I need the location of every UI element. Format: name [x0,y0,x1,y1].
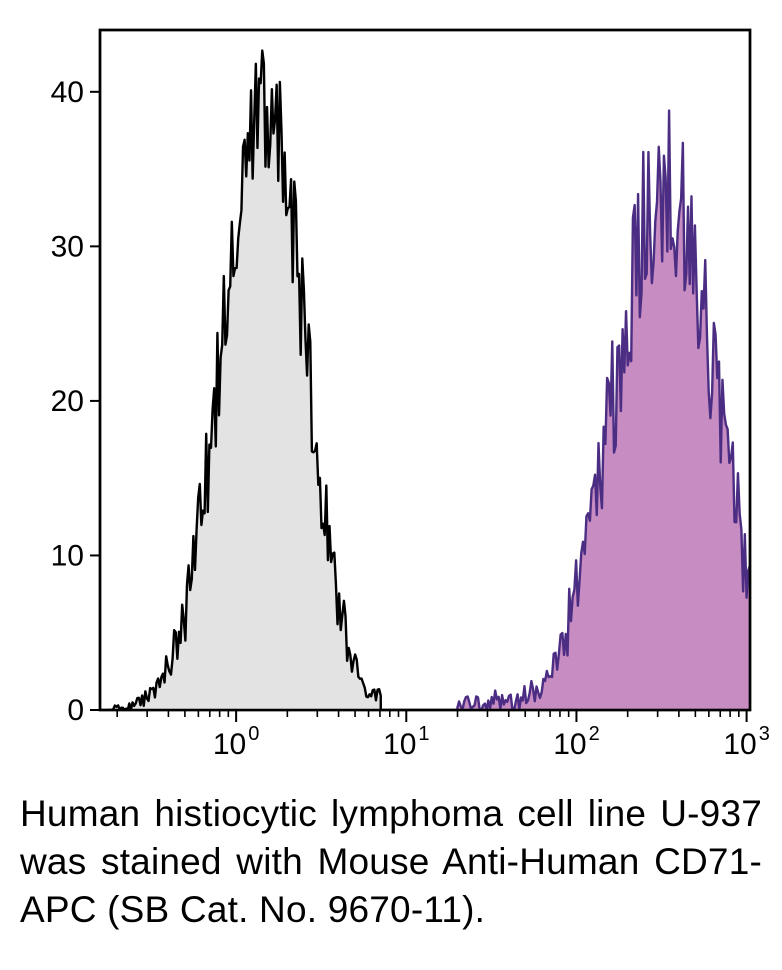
figure-caption: Human histiocytic lymphoma cell line U-9… [20,790,762,934]
svg-text:30: 30 [51,230,84,263]
svg-text:40: 40 [51,76,84,109]
svg-text:101: 101 [383,723,430,760]
svg-text:103: 103 [723,723,770,760]
svg-text:10: 10 [51,539,84,572]
flow-histogram-chart: 0 10 20 30 40 100 101 102 103 [10,10,772,760]
svg-text:100: 100 [213,723,260,760]
svg-text:0: 0 [67,694,84,727]
svg-text:102: 102 [553,723,600,760]
svg-text:20: 20 [51,385,84,418]
